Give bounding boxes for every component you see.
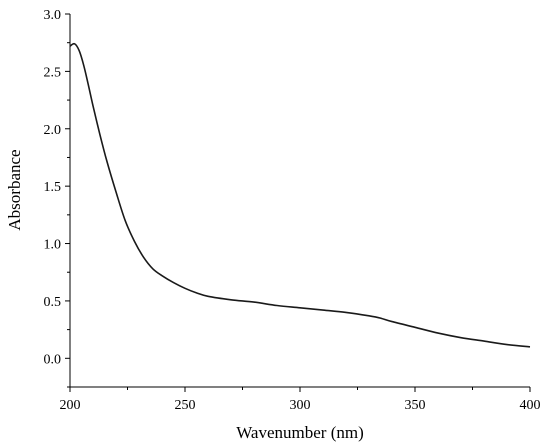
- y-axis-ticks: 0.0 0.5 1.0 1.5 2.0 2.5 3.0: [44, 8, 70, 388]
- x-tick-label: 400: [520, 398, 541, 413]
- series-layer: [69, 42, 531, 348]
- y-tick-label: 0.0: [44, 352, 62, 367]
- x-axis-ticks: 200 250 300 350 400: [60, 387, 541, 413]
- plot-area: [69, 14, 530, 388]
- absorbance-curve: [69, 42, 531, 348]
- x-tick-label: 300: [290, 398, 311, 413]
- y-tick-label: 0.5: [44, 295, 62, 310]
- y-axis-label: Absorbance: [5, 149, 24, 230]
- x-tick-label: 350: [405, 398, 426, 413]
- x-tick-label: 250: [175, 398, 196, 413]
- y-tick-label: 1.0: [44, 238, 62, 253]
- y-tick-label: 2.5: [44, 65, 62, 80]
- y-tick-label: 3.0: [44, 8, 62, 23]
- y-tick-label: 1.5: [44, 180, 62, 195]
- y-tick-label: 2.0: [44, 123, 62, 138]
- x-tick-label: 200: [60, 398, 81, 413]
- x-axis-label: Wavenumber (nm): [236, 423, 364, 442]
